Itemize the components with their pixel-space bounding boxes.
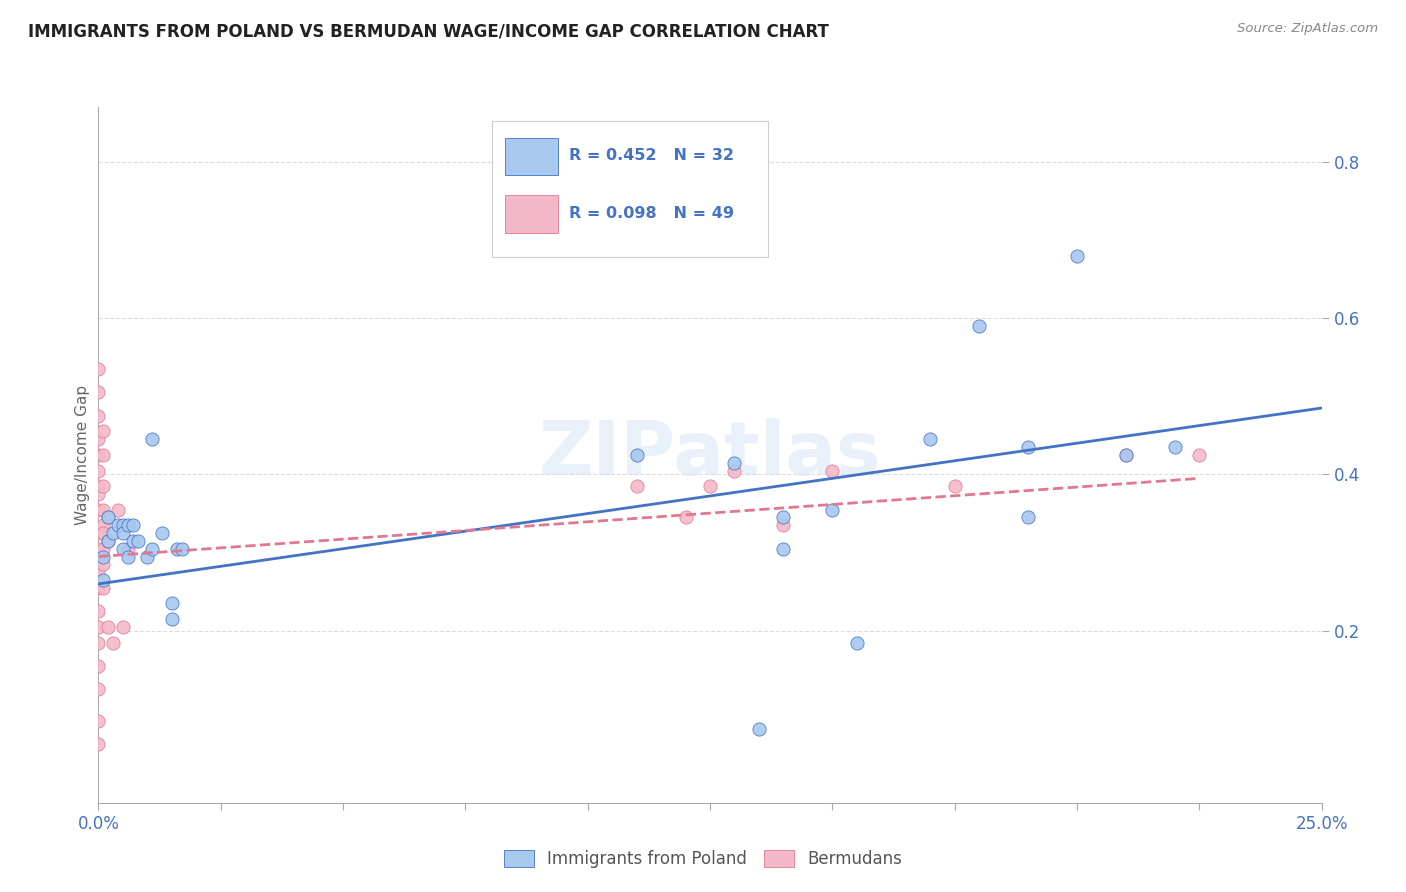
Point (87, 526, 110, 541)
Point (117, 518, 139, 533)
Point (821, 464, 844, 478)
Point (772, 510, 794, 524)
Point (675, 510, 697, 524)
Point (699, 479, 721, 493)
Point (107, 502, 129, 516)
Point (723, 456, 745, 470)
Point (101, 526, 124, 541)
Point (97, 510, 120, 524)
Point (87, 620, 110, 634)
Point (91, 448, 114, 462)
Text: R = 0.452   N = 32: R = 0.452 N = 32 (569, 148, 734, 163)
Point (87, 565, 110, 579)
Point (1188, 448, 1211, 462)
Point (87, 682, 110, 697)
FancyBboxPatch shape (505, 195, 558, 233)
Point (845, 635, 868, 649)
Text: IMMIGRANTS FROM POLAND VS BERMUDAN WAGE/INCOME GAP CORRELATION CHART: IMMIGRANTS FROM POLAND VS BERMUDAN WAGE/… (28, 22, 830, 40)
Legend: Immigrants from Poland, Bermudans: Immigrants from Poland, Bermudans (498, 843, 908, 875)
Point (87, 737, 110, 751)
Point (87, 362, 110, 376)
Point (772, 518, 794, 533)
Point (87, 432, 110, 446)
Point (967, 318, 990, 333)
Point (87, 549, 110, 564)
Point (87, 479, 110, 493)
Point (1115, 448, 1137, 462)
Point (91, 502, 114, 516)
Text: Source: ZipAtlas.com: Source: ZipAtlas.com (1237, 22, 1378, 36)
Point (87, 448, 110, 462)
Point (91, 573, 114, 587)
Point (1164, 440, 1187, 454)
Point (97, 533, 120, 548)
Point (97, 620, 120, 634)
Point (141, 541, 163, 556)
Point (626, 448, 648, 462)
Point (1017, 440, 1039, 454)
Point (160, 597, 183, 611)
Point (107, 518, 129, 533)
Point (1066, 249, 1088, 263)
Point (97, 510, 120, 524)
Point (1017, 510, 1039, 524)
Point (91, 425, 114, 439)
Text: R = 0.098   N = 49: R = 0.098 N = 49 (569, 206, 734, 221)
Point (91, 526, 114, 541)
Point (166, 541, 188, 556)
Point (111, 541, 134, 556)
FancyBboxPatch shape (505, 137, 558, 175)
Point (87, 604, 110, 618)
FancyBboxPatch shape (492, 121, 768, 257)
Point (121, 518, 143, 533)
Point (111, 526, 134, 541)
Point (723, 233, 745, 247)
Point (91, 558, 114, 572)
Point (141, 432, 163, 446)
Point (87, 581, 110, 595)
Point (127, 533, 149, 548)
Point (101, 635, 124, 649)
Point (87, 659, 110, 673)
Point (87, 714, 110, 728)
Point (87, 541, 110, 556)
Point (87, 635, 110, 649)
Point (117, 549, 139, 564)
Point (91, 479, 114, 493)
Point (121, 533, 143, 548)
Point (91, 518, 114, 533)
Point (87, 409, 110, 423)
Point (97, 533, 120, 548)
Point (87, 487, 110, 501)
Point (1115, 448, 1137, 462)
Point (723, 464, 745, 478)
Point (111, 518, 134, 533)
Point (117, 541, 139, 556)
Point (943, 479, 966, 493)
Point (91, 541, 114, 556)
Point (87, 464, 110, 478)
Point (920, 432, 942, 446)
Point (87, 502, 110, 516)
Point (87, 385, 110, 400)
Point (160, 612, 183, 626)
Point (136, 549, 159, 564)
Point (111, 620, 134, 634)
Point (626, 479, 648, 493)
Point (91, 549, 114, 564)
Point (150, 526, 173, 541)
Point (821, 502, 844, 516)
Text: ZIPatlas: ZIPatlas (538, 418, 882, 491)
Point (772, 541, 794, 556)
Y-axis label: Wage/Income Gap: Wage/Income Gap (75, 384, 90, 525)
Point (91, 581, 114, 595)
Point (170, 541, 193, 556)
Point (748, 722, 770, 736)
